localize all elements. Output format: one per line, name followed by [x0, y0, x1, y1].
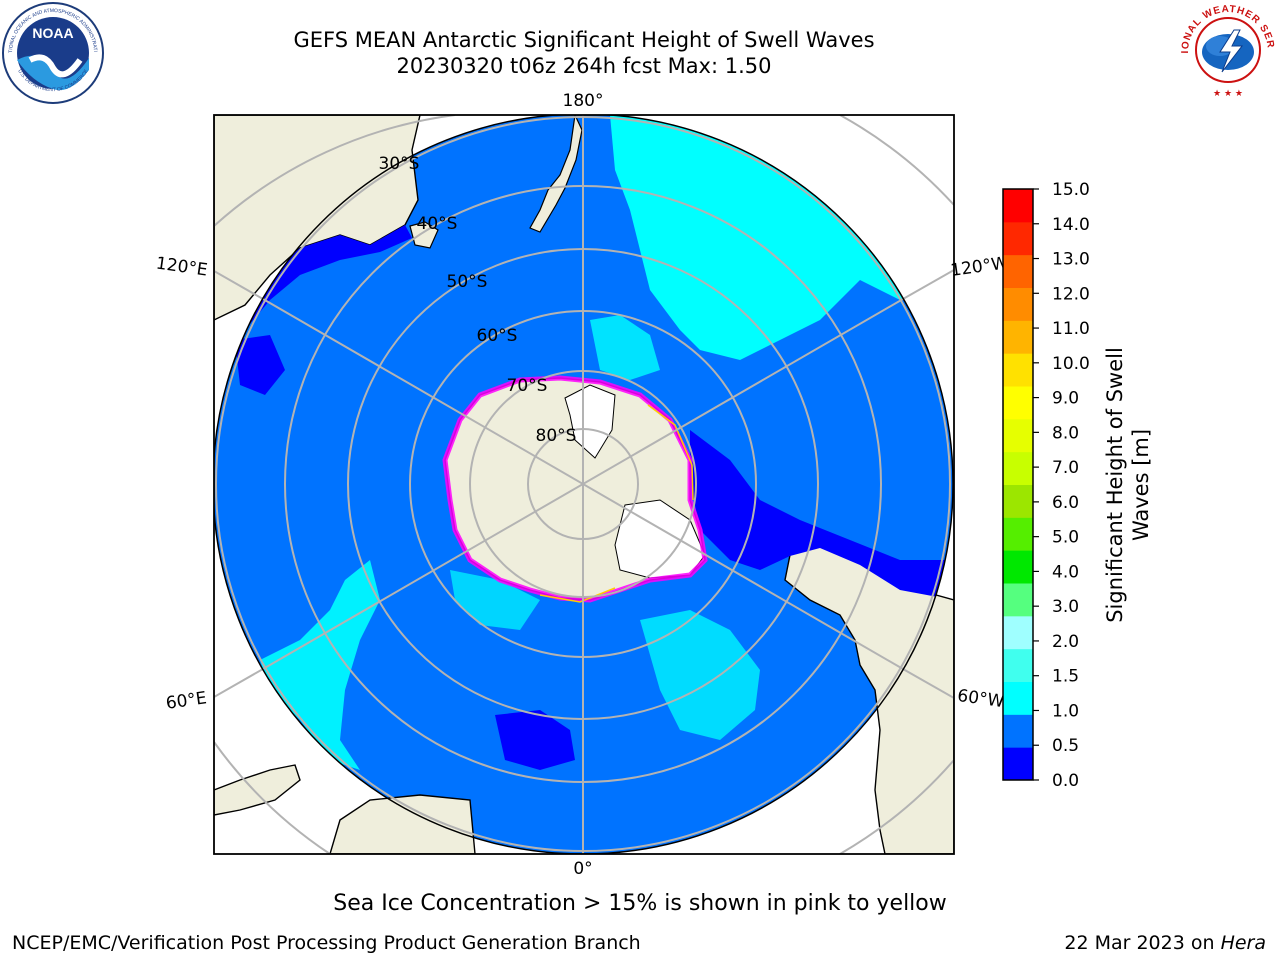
- colorbar-border: [1002, 188, 1034, 781]
- footer-date-text: 22 Mar 2023 on: [1064, 932, 1221, 954]
- colorbar-tick-label: 10.0: [1052, 354, 1090, 374]
- madagascar-landmass: [214, 764, 301, 816]
- colorbar-swatch: [1003, 583, 1033, 617]
- swell-cyan-indian: [260, 560, 380, 770]
- colorbar-tick-label: 1.5: [1052, 667, 1079, 687]
- sea-ice-note: Sea Ice Concentration > 15% is shown in …: [333, 891, 947, 916]
- sea-ice-yellow-fringe-south: [539, 587, 616, 603]
- colorbar-tick-label: 9.0: [1052, 389, 1079, 409]
- colorbar-tick-label: 3.0: [1052, 597, 1079, 617]
- svg-text:★ ★ ★: ★ ★ ★: [1213, 89, 1243, 99]
- swell-cyan-weddell: [450, 570, 540, 630]
- colorbar-swatch: [1003, 254, 1033, 288]
- colorbar-swatch: [1003, 517, 1033, 551]
- colorbar-tick-label: 8.0: [1052, 423, 1079, 443]
- colorbar: [1002, 188, 1034, 781]
- nws-logo: NATIONAL WEATHER SERVICE ★ ★ ★: [1172, 0, 1280, 104]
- colorbar-tick-label: 0.0: [1052, 771, 1079, 791]
- lat-label-50s: 50°S: [447, 272, 488, 292]
- sea-ice-yellow-fringe: [647, 404, 694, 501]
- colorbar-tick-label: 11.0: [1052, 319, 1090, 339]
- colorbar-tick-label: 2.0: [1052, 632, 1079, 652]
- colorbar-tick-label: 7.0: [1052, 458, 1079, 478]
- map-boundary: [214, 115, 954, 854]
- colorbar-swatch: [1003, 550, 1033, 584]
- colorbar-tick-label: 0.5: [1052, 736, 1079, 756]
- map-frame: [213, 114, 955, 855]
- colorbar-swatch: [1003, 714, 1033, 748]
- footer-date: 22 Mar 2023 on Hera: [1064, 932, 1266, 954]
- lat-label-30s: 30°S: [379, 154, 420, 174]
- plot-title-line1: GEFS MEAN Antarctic Significant Height o…: [293, 28, 875, 52]
- footer-credit: NCEP/EMC/Verification Post Processing Pr…: [12, 932, 641, 954]
- colorbar-swatch: [1003, 221, 1033, 256]
- colorbar-tick-label: 14.0: [1052, 215, 1090, 235]
- colorbar-swatch: [1003, 451, 1033, 485]
- lon-label-120e: 120°E: [155, 254, 209, 281]
- footer-host: Hera: [1220, 932, 1266, 954]
- swell-low-drake: [690, 430, 953, 600]
- colorbar-swatch: [1003, 484, 1033, 518]
- swell-low-cape: [495, 710, 575, 770]
- colorbar-swatch: [1003, 615, 1033, 650]
- lon-label-120w: 120°W: [949, 253, 1009, 281]
- ross-ice-shelf: [564, 384, 616, 459]
- colorbar-swatch: [1003, 386, 1033, 420]
- graticule: [215, 115, 951, 854]
- colorbar-ticks: 15.0 14.0 13.0 12.0 11.0 10.0 9.0 8.0 7.0 6.0 5.0 4…: [1033, 180, 1090, 791]
- colorbar-tick-label: 15.0: [1052, 180, 1090, 200]
- colorbar-tick-label: 6.0: [1052, 493, 1079, 513]
- colorbar-swatch: [1003, 648, 1033, 682]
- colorbar-tick-label: 1.0: [1052, 701, 1079, 721]
- colorbar-swatch: [1003, 681, 1033, 715]
- lon-label-0: 0°: [573, 859, 592, 879]
- svg-text:NOAA: NOAA: [32, 25, 73, 41]
- colorbar-tick-label: 13.0: [1052, 250, 1090, 270]
- lat-label-40s: 40°S: [417, 214, 458, 234]
- lon-label-180: 180°: [563, 91, 604, 111]
- colorbar-swatch: [1003, 320, 1033, 354]
- colorbar-label-line1: Significant Height of Swell: [1103, 347, 1127, 623]
- lon-label-60e: 60°E: [165, 688, 208, 713]
- colorbar-swatch: [1003, 287, 1033, 321]
- colorbar-swatch: [1003, 747, 1033, 781]
- new-zealand: [529, 115, 583, 233]
- swell-cyan-atlantic: [640, 610, 760, 740]
- colorbar-swatch: [1003, 353, 1033, 387]
- colorbar-tick-label: 5.0: [1052, 528, 1079, 548]
- sea-ice-edge: [442, 375, 708, 603]
- colorbar-swatch: [1003, 189, 1033, 223]
- colorbar-tick-label: 12.0: [1052, 284, 1090, 304]
- lon-label-60w: 60°W: [956, 686, 1005, 712]
- lat-label-80s: 80°S: [536, 426, 577, 446]
- lat-label-60s: 60°S: [477, 326, 518, 346]
- colorbar-label-line2: Waves [m]: [1129, 429, 1153, 541]
- colorbar-tick-label: 4.0: [1052, 562, 1079, 582]
- colorbar-swatch: [1003, 418, 1033, 453]
- swell-low-wa: [235, 335, 285, 395]
- noaa-logo: NOAA NATIONAL OCEANIC AND ATMOSPHERIC AD…: [0, 0, 106, 106]
- swell-cyan-ross: [590, 315, 660, 380]
- plot-title-line2: 20230320 t06z 264h fcst Max: 1.50: [396, 54, 772, 78]
- lat-label-70s: 70°S: [507, 376, 548, 396]
